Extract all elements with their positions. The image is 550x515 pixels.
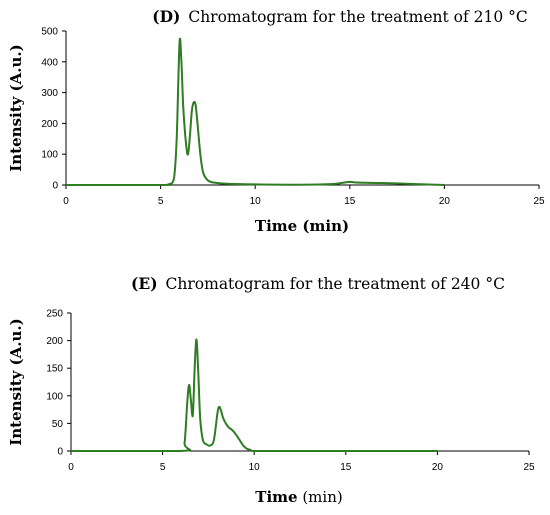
chart-e-x-label-rest: (min) [298,488,343,506]
chart-d-x-tick-label: 20 [439,196,451,207]
chart-e-y-tick-label: 200 [46,336,63,347]
chart-e-series-line [70,338,438,453]
chart-e-x-label-bold: Time [255,488,297,506]
chart-d-y-tick-label: 0 [52,181,58,192]
chart-d-series-line [65,37,445,187]
chart-d-y-ticks: 0 100 200 300 400 500 [41,27,66,192]
chart-d-x-tick-label: 0 [63,196,69,207]
chart-e-y-tick-label: 250 [46,309,63,320]
chart-d-y-tick-label: 300 [41,88,58,99]
chart-e-x-ticks: 0 5 10 15 20 25 [68,451,535,473]
chart-d-y-label: Intensity (A.u.) [7,44,25,172]
chart-e-y-tick-label: 0 [57,447,63,458]
chart-d-y-tick-label: 100 [41,150,58,161]
chart-e-y-label: Intensity (A.u.) [7,318,25,446]
chart-e-x-tick-label: 5 [160,462,166,473]
chart-d-x-tick-label: 10 [250,196,262,207]
chart-d: (D) Chromatogram for the treatment of 21… [7,7,545,235]
chart-d-y-tick-label: 400 [41,57,58,68]
chart-d-x-tick-label: 15 [344,196,356,207]
chart-e-title-text: Chromatogram for the treatment of 240 °C [166,275,505,293]
chart-e-y-tick-label: 100 [46,391,63,402]
chart-e-x-tick-label: 20 [432,462,444,473]
chart-d-title-text: Chromatogram for the treatment of 210 °C [188,8,527,26]
chart-d-x-tick-label: 25 [533,196,545,207]
chart-d-title: (D) Chromatogram for the treatment of 21… [152,7,528,26]
chart-d-x-ticks: 0 5 10 15 20 25 [63,185,545,207]
chart-e-title-prefix: (E) [131,274,157,293]
chart-e-x-label: Time (min) [255,488,342,506]
chart-e-title: (E) Chromatogram for the treatment of 24… [131,274,505,293]
chart-e-y-tick-label: 150 [46,364,63,375]
chart-e-x-tick-label: 25 [523,462,535,473]
chart-e-x-tick-label: 10 [249,462,261,473]
chart-d-title-prefix: (D) [152,7,180,26]
chart-d-y-tick-label: 500 [41,27,58,38]
chart-d-x-tick-label: 5 [158,196,164,207]
chart-e-x-tick-label: 0 [68,462,74,473]
chart-d-x-label: Time (min) [255,217,349,235]
chart-d-y-tick-label: 200 [41,119,58,130]
chart-e-y-ticks: 0 50 100 150 200 250 [46,309,71,458]
chart-e: (E) Chromatogram for the treatment of 24… [7,274,535,506]
chart-e-x-tick-label: 15 [340,462,352,473]
chart-e-y-tick-label: 50 [52,419,64,430]
